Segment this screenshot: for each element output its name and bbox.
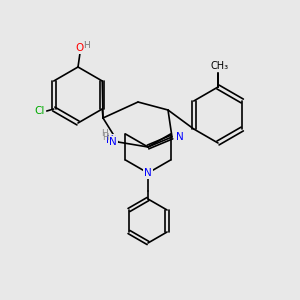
Text: H: H	[102, 134, 108, 142]
Text: N: N	[109, 137, 117, 147]
Text: CH₃: CH₃	[211, 61, 229, 71]
Text: N: N	[176, 132, 184, 142]
Text: H: H	[84, 40, 90, 50]
Text: O: O	[76, 43, 84, 53]
Text: N: N	[144, 168, 152, 178]
Text: O: O	[76, 43, 84, 53]
Text: H: H	[100, 128, 107, 137]
Text: N: N	[106, 135, 114, 145]
Text: Cl: Cl	[34, 106, 45, 116]
Text: H: H	[84, 41, 90, 50]
